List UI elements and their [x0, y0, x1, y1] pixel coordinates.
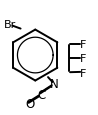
Text: O: O: [25, 97, 34, 110]
Text: N: N: [50, 78, 59, 91]
Text: F: F: [80, 39, 87, 49]
Text: Br: Br: [4, 20, 16, 30]
Text: C: C: [38, 88, 46, 101]
Text: F: F: [80, 69, 87, 78]
Text: F: F: [80, 54, 87, 64]
